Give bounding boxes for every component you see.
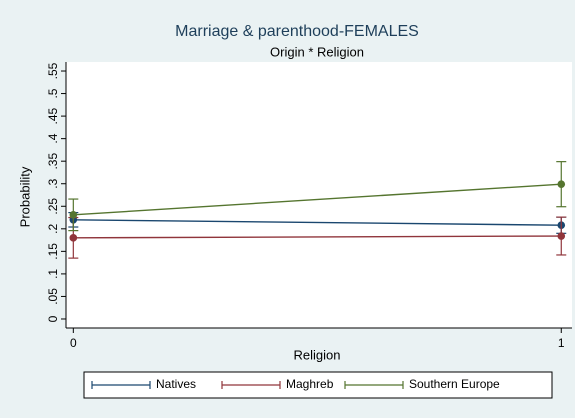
y-tick-label: .5 (46, 88, 60, 98)
series-line (73, 235, 562, 239)
legend (83, 371, 553, 399)
chart-title: Marriage & parenthood-FEMALES (175, 23, 419, 40)
y-tick-label: .4 (46, 133, 60, 143)
y-tick-label: .2 (46, 223, 60, 233)
y-tick-label: .45 (46, 107, 60, 124)
plot-background (66, 62, 572, 328)
x-axis-label: Religion (294, 347, 341, 362)
point (557, 180, 566, 188)
y-tick-label: .1 (46, 269, 60, 279)
point (69, 234, 78, 242)
point (69, 211, 78, 219)
y-tick-label: .3 (46, 178, 60, 188)
chart-subtitle: Origin * Religion (270, 44, 364, 59)
y-tick-label: .55 (46, 62, 60, 79)
y-tick-label: .15 (46, 243, 60, 260)
y-axis-label: Probability (17, 166, 32, 227)
y-tick-label: .05 (46, 288, 60, 305)
x-tick-label: 1 (558, 336, 565, 350)
legend-label: Southern Europe (409, 377, 500, 391)
y-tick-label: .35 (46, 153, 60, 170)
series-line (73, 219, 562, 226)
y-tick-label: 0 (46, 315, 60, 322)
legend-label: Natives (156, 377, 196, 391)
x-tick-label: 0 (70, 336, 77, 350)
y-tick-label: .25 (46, 198, 60, 215)
point (557, 232, 566, 240)
series-line (73, 183, 562, 216)
legend-label: Maghreb (286, 377, 334, 391)
